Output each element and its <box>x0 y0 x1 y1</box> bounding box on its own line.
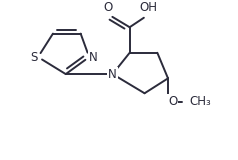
Text: N: N <box>89 51 98 64</box>
Text: OH: OH <box>140 1 158 14</box>
Text: CH₃: CH₃ <box>189 95 211 108</box>
Text: S: S <box>31 51 38 64</box>
Text: O: O <box>104 1 113 14</box>
Text: O: O <box>168 95 177 108</box>
Text: N: N <box>108 68 117 81</box>
